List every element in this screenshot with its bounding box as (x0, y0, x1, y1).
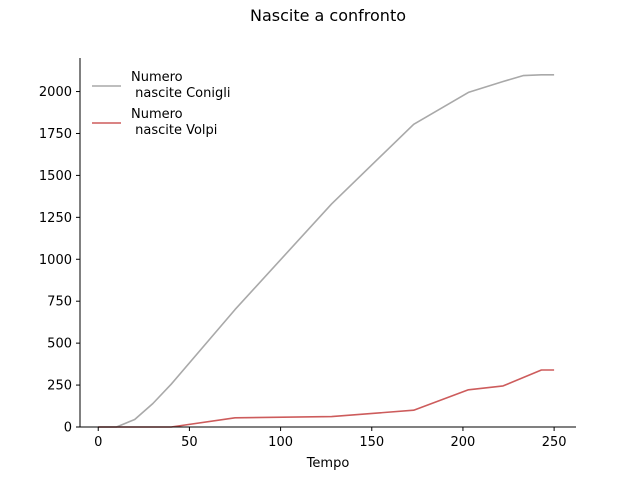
x-tick-label: 100 (268, 435, 293, 450)
y-axis: 0 250 500 750 1000 1250 1500 1750 2000 (39, 58, 81, 436)
y-tick-label: 1500 (39, 169, 72, 184)
chart-title: Nascite a confronto (250, 6, 406, 25)
x-axis-label: Tempo (306, 456, 350, 471)
x-tick-label: 250 (542, 435, 567, 450)
x-tick-label: 0 (94, 435, 102, 450)
x-tick-label: 150 (359, 435, 384, 450)
legend: Numero nascite Conigli Numero nascite Vol… (92, 70, 230, 138)
y-tick-label: 1000 (39, 253, 72, 268)
y-tick-label: 250 (47, 379, 72, 394)
y-tick-label: 2000 (39, 85, 72, 100)
y-tick-label: 1250 (39, 211, 72, 226)
x-axis: 0 50 100 150 200 250 (80, 426, 576, 450)
x-tick-label: 50 (181, 435, 198, 450)
plot-area (98, 74, 555, 428)
legend-label-1: Numero nascite Conigli (131, 70, 230, 101)
y-tick-label: 750 (47, 295, 72, 310)
y-tick-label: 500 (47, 337, 72, 352)
y-tick-label: 1750 (39, 127, 72, 142)
y-tick-label: 0 (64, 421, 72, 436)
x-tick-label: 200 (451, 435, 476, 450)
series-line-1 (98, 74, 555, 428)
series-line-2 (98, 369, 555, 428)
legend-label-2: Numero nascite Volpi (131, 107, 217, 138)
